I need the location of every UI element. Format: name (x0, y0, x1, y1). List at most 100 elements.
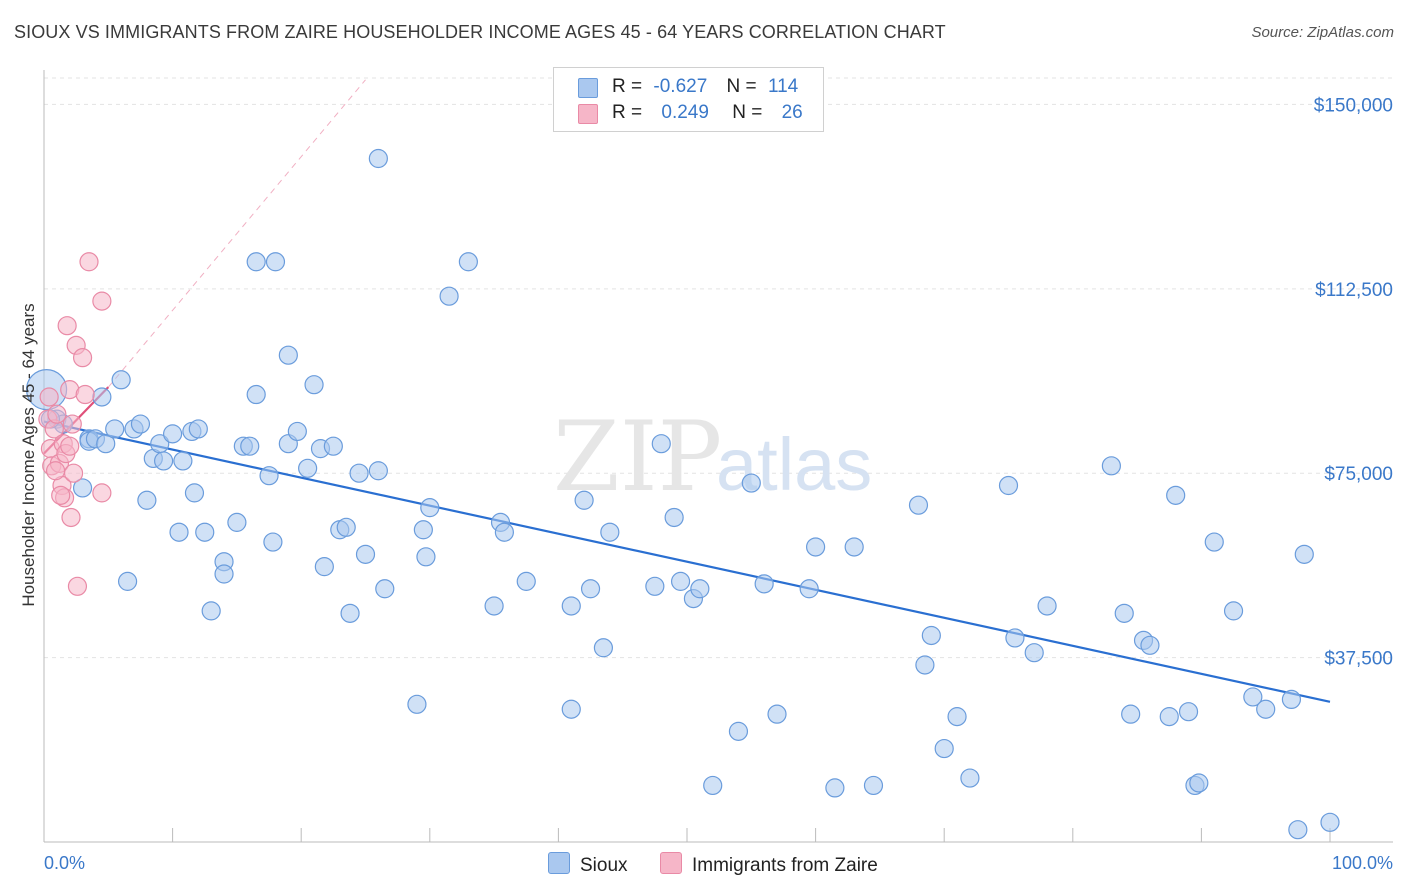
sioux-point (1281, 689, 1302, 710)
sioux-point (825, 778, 845, 798)
zaire-point (45, 461, 66, 481)
sioux-point (227, 512, 247, 532)
sioux-point (728, 721, 749, 741)
sioux-point (298, 458, 318, 478)
legend-swatch-sioux (578, 78, 598, 98)
sioux-point (246, 384, 266, 405)
sioux-point (263, 532, 283, 552)
sioux-point (651, 434, 671, 454)
sioux-point (96, 434, 116, 454)
sioux-point (439, 286, 459, 306)
zaire-point (75, 384, 95, 405)
zaire-point (63, 463, 84, 483)
sioux-point (1320, 812, 1340, 832)
zaire-point (79, 252, 99, 272)
chart-title: SIOUX VS IMMIGRANTS FROM ZAIRE HOUSEHOLD… (14, 22, 946, 42)
sioux-point (278, 345, 298, 365)
sioux-point (188, 419, 208, 439)
sioux-point (336, 517, 356, 537)
sioux-point (561, 596, 581, 616)
trend-line-zaire-extrapolated (107, 79, 366, 388)
sioux-point (375, 579, 395, 599)
sioux-point (407, 694, 427, 714)
sioux-point (799, 579, 819, 599)
sioux-point (844, 537, 864, 557)
sioux-point (1037, 596, 1057, 616)
sioux-point (947, 707, 967, 727)
sioux-point (1178, 702, 1199, 722)
y-tick-label: $37,500 (1324, 649, 1393, 670)
sioux-point (201, 601, 221, 621)
sioux-point (1140, 635, 1160, 655)
legend-n-label: N = (726, 76, 757, 97)
legend-r-label: R = (612, 76, 643, 97)
sioux-point (259, 466, 279, 486)
sioux-point (458, 252, 478, 272)
sioux-point (1121, 704, 1141, 724)
sioux-point (670, 571, 691, 591)
sioux-point (574, 490, 594, 510)
sioux-point (349, 463, 369, 483)
sioux-point (105, 419, 125, 439)
source-label: Source: ZipAtlas.com (1251, 24, 1394, 41)
sioux-point (111, 370, 131, 390)
zaire-point (92, 483, 112, 503)
sioux-point (72, 478, 93, 498)
sioux-point (664, 507, 684, 528)
legend-n-value-zaire: 26 (781, 102, 803, 123)
bottom-legend-sioux: Sioux (548, 852, 628, 877)
sioux-point (1101, 456, 1121, 476)
sioux-point (214, 564, 234, 584)
sioux-point (195, 522, 215, 542)
trend-lines (43, 79, 1331, 703)
zaire-point (92, 291, 112, 311)
sioux-point (368, 461, 388, 481)
sioux-point (484, 596, 504, 616)
zaire-point (72, 348, 93, 368)
y-tick-label: $150,000 (1314, 95, 1393, 116)
y-tick-labels: $37,500 $75,000 $112,500 $150,000 (1314, 95, 1393, 669)
sioux-point (413, 520, 433, 540)
sioux-point (960, 768, 980, 788)
bottom-legend-label-zaire: Immigrants from Zaire (692, 855, 878, 876)
y-tick-label: $75,000 (1324, 464, 1393, 485)
sioux-point (1159, 707, 1179, 727)
bottom-legend-swatch-zaire (660, 852, 682, 874)
sioux-point (600, 522, 620, 542)
sioux-point (921, 625, 941, 646)
sioux-point (1288, 820, 1308, 840)
zaire-point (51, 485, 71, 505)
sioux-point (287, 421, 307, 442)
sioux-point (767, 704, 787, 724)
sioux-point (265, 252, 286, 272)
sioux-point (754, 574, 774, 594)
watermark: ZIP atlas (553, 401, 872, 513)
bottom-legend-zaire: Immigrants from Zaire (660, 852, 878, 877)
sioux-point (323, 436, 343, 456)
legend-r-label: R = (612, 102, 643, 123)
sioux-point (368, 148, 388, 169)
sioux-point (645, 576, 665, 596)
y-axis-label: Householder Income Ages 45 - 64 years (19, 303, 38, 606)
sioux-point (1166, 485, 1186, 505)
sioux-point (593, 638, 614, 658)
sioux-point (355, 544, 376, 564)
sioux-point (690, 579, 710, 599)
legend-n-value-sioux: 114 (767, 76, 799, 97)
legend-n-label: N = (732, 102, 763, 123)
watermark-atlas: atlas (716, 423, 872, 506)
sioux-point (240, 436, 260, 456)
axes (43, 70, 1393, 843)
sioux-point (1223, 601, 1244, 621)
sioux-point (117, 571, 138, 591)
sioux-point (1189, 773, 1209, 793)
zaire-point (47, 404, 67, 424)
legend-swatch-zaire (578, 104, 598, 124)
sioux-point (169, 522, 189, 542)
bottom-legend-swatch-sioux (548, 852, 570, 874)
sioux-point (416, 547, 436, 567)
sioux-point (863, 775, 884, 796)
sioux-point (1204, 532, 1224, 552)
sioux-point (153, 451, 174, 471)
